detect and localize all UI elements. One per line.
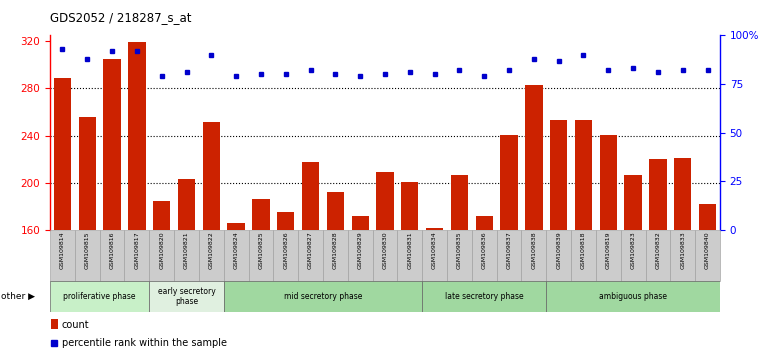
Bar [621,230,645,281]
Bar [671,230,695,281]
Bar [174,230,199,281]
Text: GSM109835: GSM109835 [457,232,462,269]
Bar [149,281,224,312]
Bar [674,158,691,230]
Bar [227,223,245,230]
Bar [203,121,220,230]
Text: GSM109837: GSM109837 [507,232,511,269]
Text: GSM109823: GSM109823 [631,232,635,269]
Text: GSM109822: GSM109822 [209,232,214,269]
Bar [50,230,75,281]
Text: GSM109824: GSM109824 [233,232,239,269]
Text: percentile rank within the sample: percentile rank within the sample [62,338,226,348]
Text: GSM109836: GSM109836 [482,232,487,269]
Text: GSM109814: GSM109814 [60,232,65,269]
Text: GSM109831: GSM109831 [407,232,412,269]
Bar [550,120,567,230]
Bar [596,230,621,281]
Bar [103,59,121,230]
Bar [199,230,224,281]
Bar [401,182,419,230]
Bar [521,230,546,281]
Bar [75,230,99,281]
Text: GSM109821: GSM109821 [184,232,189,269]
Bar [422,281,546,312]
Bar [624,175,641,230]
Text: GSM109829: GSM109829 [358,232,363,269]
Bar [373,230,397,281]
Bar [54,78,71,230]
Text: late secretory phase: late secretory phase [445,292,524,301]
Bar [422,230,447,281]
Bar [571,230,596,281]
Bar [178,179,196,230]
Bar [600,135,617,230]
Bar [153,201,170,230]
Bar [224,230,249,281]
Text: GSM109825: GSM109825 [259,232,263,269]
Text: GSM109834: GSM109834 [432,232,437,269]
Bar [476,216,493,230]
Bar [50,281,149,312]
Text: GSM109820: GSM109820 [159,232,164,269]
Text: GSM109840: GSM109840 [705,232,710,269]
Bar [546,230,571,281]
Bar [302,162,320,230]
Text: GSM109815: GSM109815 [85,232,90,269]
Text: GSM109830: GSM109830 [383,232,387,269]
Bar [377,172,393,230]
Bar [125,230,149,281]
Bar [699,204,716,230]
Bar [649,159,667,230]
Bar [326,192,344,230]
Bar [472,230,497,281]
Bar [253,199,270,230]
Text: GSM109819: GSM109819 [606,232,611,269]
Bar [99,230,125,281]
Bar [500,135,517,230]
Bar [323,230,348,281]
Bar [224,281,422,312]
Bar [695,230,720,281]
Text: other ▶: other ▶ [1,292,35,301]
Bar [497,230,521,281]
Bar [397,230,422,281]
Text: GSM109818: GSM109818 [581,232,586,269]
Text: GSM109839: GSM109839 [556,232,561,269]
Text: GSM109838: GSM109838 [531,232,537,269]
Bar [249,230,273,281]
Bar [574,120,592,230]
Bar [426,228,444,230]
Bar [51,319,58,329]
Bar [348,230,373,281]
Bar [277,212,294,230]
Bar [298,230,323,281]
Bar [450,175,468,230]
Bar [525,85,543,230]
Text: GSM109833: GSM109833 [680,232,685,269]
Text: GSM109832: GSM109832 [655,232,661,269]
Bar [546,281,720,312]
Text: GSM109826: GSM109826 [283,232,288,269]
Bar [447,230,472,281]
Text: GSM109816: GSM109816 [109,232,115,269]
Bar [273,230,298,281]
Text: GDS2052 / 218287_s_at: GDS2052 / 218287_s_at [50,11,192,24]
Text: mid secretory phase: mid secretory phase [284,292,362,301]
Text: GSM109827: GSM109827 [308,232,313,269]
Text: count: count [62,320,89,330]
Bar [149,230,174,281]
Text: proliferative phase: proliferative phase [63,292,136,301]
Text: GSM109817: GSM109817 [135,232,139,269]
Bar [352,216,369,230]
Text: early secretory
phase: early secretory phase [158,287,216,306]
Text: GSM109828: GSM109828 [333,232,338,269]
Bar [79,117,96,230]
Text: ambiguous phase: ambiguous phase [599,292,667,301]
Bar [128,42,146,230]
Bar [645,230,671,281]
